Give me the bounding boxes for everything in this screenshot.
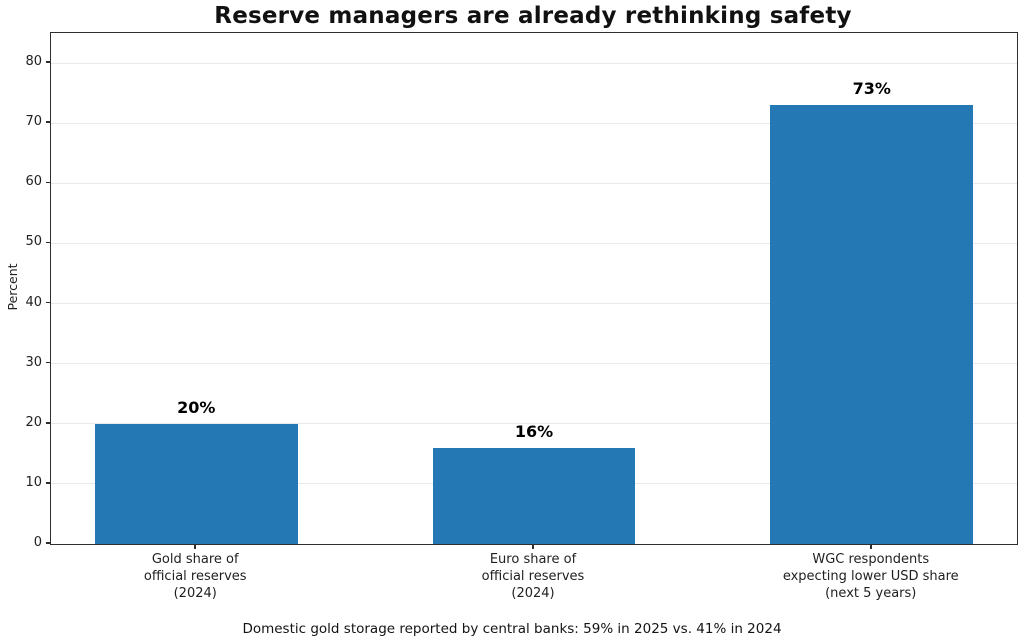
bar bbox=[770, 105, 974, 544]
y-axis-tick-label: 40 bbox=[25, 294, 42, 310]
gridline bbox=[51, 363, 1017, 365]
y-axis-tick bbox=[46, 181, 50, 184]
gridline bbox=[51, 242, 1017, 244]
y-axis-tick bbox=[46, 361, 50, 364]
gridline bbox=[51, 182, 1017, 184]
x-axis-tick bbox=[532, 544, 534, 549]
x-axis-category-label: Gold share of official reserves (2024) bbox=[143, 552, 247, 601]
bar-value-label: 16% bbox=[514, 421, 554, 441]
chart-footnote: Domestic gold storage reported by centra… bbox=[242, 621, 782, 637]
bar bbox=[432, 447, 636, 544]
bar bbox=[94, 423, 298, 544]
x-axis-tick bbox=[870, 544, 872, 549]
y-axis-tick-label: 70 bbox=[25, 114, 42, 130]
plot-area: 20% 16% 73% bbox=[50, 32, 1018, 545]
x-axis-category-label: Euro share of official reserves (2024) bbox=[481, 552, 585, 601]
gridline bbox=[51, 423, 1017, 425]
y-axis-tick bbox=[46, 422, 50, 424]
y-axis-tick-label: 10 bbox=[25, 474, 42, 490]
y-axis-tick-label: 60 bbox=[25, 174, 42, 190]
x-axis-tick bbox=[194, 544, 196, 549]
y-axis-tick-label: 80 bbox=[25, 54, 42, 70]
y-axis-tick-label: 20 bbox=[25, 414, 42, 430]
y-axis-tick bbox=[46, 121, 50, 123]
y-axis-tick-label: 50 bbox=[25, 234, 42, 250]
bar-value-label: 73% bbox=[852, 79, 891, 99]
y-axis-tick bbox=[46, 301, 50, 304]
y-axis-tick bbox=[46, 61, 50, 63]
bar-value-label: 20% bbox=[177, 397, 216, 417]
gridline bbox=[51, 62, 1017, 64]
y-axis-tick bbox=[46, 241, 50, 244]
x-axis-category-label: WGC respondents expecting lower USD shar… bbox=[782, 552, 959, 601]
y-axis-tick-label: 0 bbox=[33, 535, 42, 550]
chart-title: Reserve managers are already rethinking … bbox=[214, 3, 852, 29]
gridline bbox=[51, 303, 1017, 305]
y-axis-tick-label: 30 bbox=[25, 354, 42, 370]
y-axis-tick bbox=[46, 482, 50, 484]
y-axis-tick bbox=[46, 542, 50, 544]
gridline bbox=[51, 122, 1017, 124]
